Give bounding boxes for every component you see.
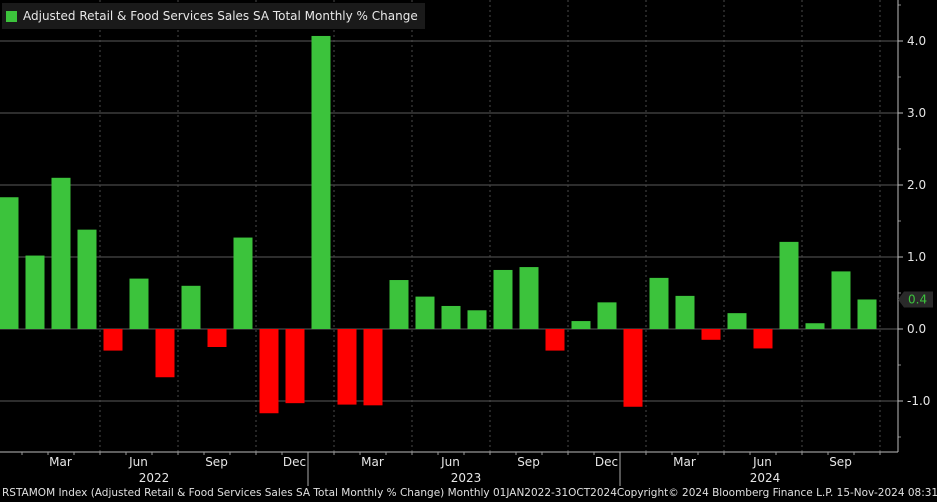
bar xyxy=(597,302,617,329)
bar xyxy=(519,267,539,329)
x-tick-label: Sep xyxy=(829,455,852,469)
legend-label: Adjusted Retail & Food Services Sales SA… xyxy=(23,9,418,23)
bar xyxy=(25,255,45,329)
last-value-box xyxy=(898,291,933,308)
x-year-label: 2024 xyxy=(750,471,781,485)
legend-swatch-icon xyxy=(6,10,17,22)
y-tick-label: -1.0 xyxy=(907,394,930,408)
last-value-tag: 0.4 xyxy=(898,291,933,308)
footer: RSTAMOM Index (Adjusted Retail & Food Se… xyxy=(2,487,937,499)
bar xyxy=(181,285,201,329)
bar xyxy=(649,277,669,329)
x-tick-label: Mar xyxy=(673,455,696,469)
x-tick-label: Jun xyxy=(752,455,772,469)
legend: Adjusted Retail & Food Services Sales SA… xyxy=(2,3,425,29)
bar xyxy=(129,278,149,329)
gridlines xyxy=(0,0,898,452)
bar xyxy=(857,299,877,329)
bar xyxy=(51,177,71,329)
last-value-label: 0.4 xyxy=(908,292,927,306)
chart-area: -1.0 0.0 1.0 2.0 3.0 4.0 Mar Jun Sep Dec Mar Jun Sep… xyxy=(0,0,933,486)
bar xyxy=(701,329,721,340)
bar xyxy=(389,280,409,329)
x-tick-label: Mar xyxy=(49,455,72,469)
bar xyxy=(467,310,487,329)
bar xyxy=(805,323,825,329)
y-tick-label: 1.0 xyxy=(907,250,926,264)
bar xyxy=(545,329,565,351)
bar xyxy=(831,271,851,329)
bar xyxy=(779,241,799,329)
bar xyxy=(571,321,591,329)
x-tick-label: Jun xyxy=(128,455,148,469)
bar xyxy=(0,197,19,329)
bar xyxy=(285,329,305,404)
bar xyxy=(363,329,383,406)
bar xyxy=(259,329,279,414)
y-tick-label: 2.0 xyxy=(907,178,926,192)
bar xyxy=(77,229,97,329)
y-tick-label: 0.0 xyxy=(907,322,926,336)
bars xyxy=(0,35,877,414)
bar xyxy=(441,305,461,329)
bar xyxy=(233,237,253,329)
axes: -1.0 0.0 1.0 2.0 3.0 4.0 Mar Jun Sep Dec Mar Jun Sep… xyxy=(0,0,933,486)
x-year-label: 2023 xyxy=(451,471,482,485)
x-tick-label: Dec xyxy=(595,455,618,469)
x-tick-label: Mar xyxy=(361,455,384,469)
bar xyxy=(155,329,175,378)
y-tick-label: 4.0 xyxy=(907,34,926,48)
x-tick-label: Dec xyxy=(283,455,306,469)
footer-source: RSTAMOM Index (Adjusted Retail & Food Se… xyxy=(2,487,617,499)
x-tick-label: Sep xyxy=(205,455,228,469)
x-year-label: 2022 xyxy=(139,471,170,485)
bar xyxy=(675,295,695,329)
x-tick-label: Jun xyxy=(440,455,460,469)
bar xyxy=(103,329,123,351)
footer-copyright: Copyright© 2024 Bloomberg Finance L.P. 1… xyxy=(616,487,937,499)
bar xyxy=(207,329,227,347)
bar xyxy=(493,269,513,329)
bar xyxy=(727,313,747,329)
bar xyxy=(415,296,435,329)
y-tick-label: 3.0 xyxy=(907,106,926,120)
bar xyxy=(623,329,643,407)
bar xyxy=(311,35,331,330)
bar xyxy=(337,329,357,405)
bar xyxy=(753,329,773,349)
x-tick-label: Sep xyxy=(517,455,540,469)
